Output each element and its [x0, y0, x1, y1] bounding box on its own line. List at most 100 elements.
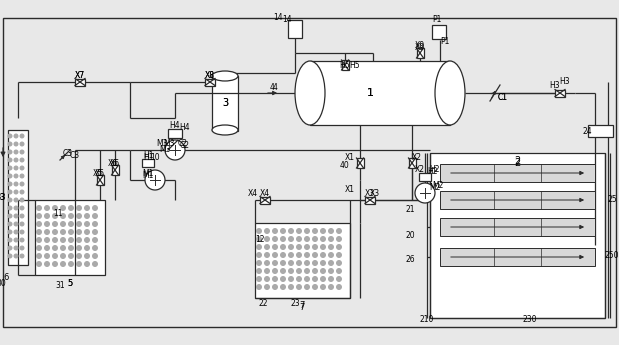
Circle shape [256, 268, 262, 274]
Bar [212, 76, 238, 131]
Circle shape [14, 158, 19, 162]
Circle shape [288, 268, 294, 274]
Circle shape [312, 268, 318, 274]
Text: X9: X9 [415, 40, 425, 49]
Circle shape [296, 284, 302, 290]
Text: X8: X8 [205, 70, 215, 79]
Circle shape [36, 237, 42, 243]
Circle shape [288, 284, 294, 290]
Text: C1: C1 [498, 93, 508, 102]
Circle shape [280, 276, 286, 282]
Circle shape [36, 229, 42, 235]
Text: H2: H2 [426, 167, 437, 176]
Circle shape [312, 252, 318, 258]
Circle shape [280, 244, 286, 250]
Circle shape [320, 260, 326, 266]
Circle shape [20, 141, 25, 147]
Circle shape [52, 261, 58, 267]
Circle shape [7, 214, 12, 218]
Circle shape [92, 221, 98, 227]
Text: 4: 4 [272, 82, 277, 91]
Circle shape [60, 205, 66, 211]
Text: X2: X2 [415, 166, 425, 175]
Text: M2: M2 [432, 180, 444, 189]
Circle shape [44, 221, 50, 227]
Circle shape [264, 260, 270, 266]
Circle shape [272, 236, 278, 242]
Circle shape [76, 253, 82, 259]
Text: 230: 230 [523, 315, 537, 325]
Circle shape [328, 268, 334, 274]
Circle shape [328, 228, 334, 234]
Text: 33: 33 [0, 193, 5, 201]
Text: M1: M1 [142, 170, 154, 179]
Text: X6: X6 [108, 158, 118, 168]
Text: H1: H1 [143, 152, 154, 161]
Circle shape [288, 244, 294, 250]
Circle shape [68, 253, 74, 259]
Text: H5: H5 [350, 60, 360, 69]
Bar [35, 200, 105, 275]
Circle shape [296, 268, 302, 274]
Circle shape [304, 260, 310, 266]
Bar [168, 129, 182, 138]
Text: H1: H1 [143, 150, 154, 159]
Circle shape [44, 213, 50, 219]
Circle shape [280, 252, 286, 258]
Circle shape [36, 221, 42, 227]
Text: C2: C2 [178, 138, 188, 148]
Ellipse shape [212, 71, 238, 81]
Circle shape [336, 260, 342, 266]
Circle shape [7, 174, 12, 178]
Text: 1: 1 [366, 88, 373, 98]
Circle shape [272, 260, 278, 266]
Text: 7: 7 [300, 303, 305, 312]
Circle shape [44, 205, 50, 211]
Circle shape [304, 236, 310, 242]
Circle shape [84, 245, 90, 251]
Text: 23: 23 [290, 298, 300, 307]
Circle shape [20, 254, 25, 258]
Circle shape [288, 236, 294, 242]
Circle shape [7, 189, 12, 195]
Circle shape [68, 221, 74, 227]
Circle shape [7, 237, 12, 243]
Bar [342, 60, 348, 70]
Circle shape [320, 284, 326, 290]
Bar [288, 20, 302, 38]
Text: H2: H2 [430, 166, 440, 175]
Circle shape [288, 276, 294, 282]
Circle shape [20, 221, 25, 227]
Text: 250: 250 [605, 250, 619, 259]
Circle shape [68, 237, 74, 243]
Circle shape [20, 229, 25, 235]
Text: X6: X6 [110, 158, 120, 168]
Circle shape [20, 174, 25, 178]
Circle shape [14, 221, 19, 227]
Circle shape [36, 245, 42, 251]
Circle shape [20, 197, 25, 203]
Circle shape [320, 252, 326, 258]
Circle shape [20, 214, 25, 218]
Text: 26: 26 [405, 256, 415, 265]
Circle shape [320, 228, 326, 234]
Circle shape [14, 189, 19, 195]
Text: H4: H4 [180, 124, 190, 132]
Circle shape [52, 213, 58, 219]
Circle shape [7, 181, 12, 187]
Text: 25: 25 [607, 196, 617, 205]
Text: 5: 5 [67, 278, 72, 287]
Text: 14: 14 [274, 13, 283, 22]
Circle shape [14, 237, 19, 243]
Ellipse shape [435, 61, 465, 125]
Circle shape [14, 141, 19, 147]
Text: M3: M3 [156, 138, 168, 148]
Circle shape [256, 244, 262, 250]
Text: M3: M3 [159, 146, 171, 155]
Circle shape [7, 134, 12, 138]
Circle shape [264, 236, 270, 242]
Bar [255, 223, 350, 298]
Circle shape [304, 276, 310, 282]
Circle shape [336, 284, 342, 290]
Circle shape [7, 141, 12, 147]
